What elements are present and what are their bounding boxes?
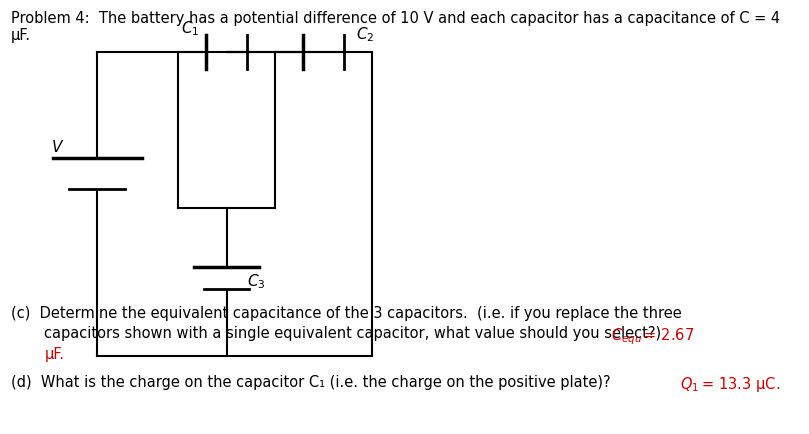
Text: (d)  What is the charge on the capacitor C₁ (i.e. the charge on the positive pla: (d) What is the charge on the capacitor … bbox=[11, 375, 610, 391]
Text: Problem 4:  The battery has a potential difference of 10 V and each capacitor ha: Problem 4: The battery has a potential d… bbox=[11, 11, 780, 26]
Text: $C_1$: $C_1$ bbox=[181, 19, 199, 38]
Text: capacitors shown with a single equivalent capacitor, what value should you selec: capacitors shown with a single equivalen… bbox=[44, 326, 662, 342]
Text: $C_3$: $C_3$ bbox=[247, 273, 265, 292]
Text: $Q_1$ = 13.3 μC.: $Q_1$ = 13.3 μC. bbox=[680, 375, 780, 395]
Text: μF.: μF. bbox=[11, 28, 31, 43]
Text: $C_2$: $C_2$ bbox=[356, 25, 375, 44]
Text: μF.: μF. bbox=[44, 347, 65, 362]
Text: (c)  Determine the equivalent capacitance of the 3 capacitors.  (i.e. if you rep: (c) Determine the equivalent capacitance… bbox=[11, 306, 681, 321]
Text: $C_{equ}$ = 2.67: $C_{equ}$ = 2.67 bbox=[611, 326, 694, 347]
Text: V: V bbox=[52, 140, 61, 155]
